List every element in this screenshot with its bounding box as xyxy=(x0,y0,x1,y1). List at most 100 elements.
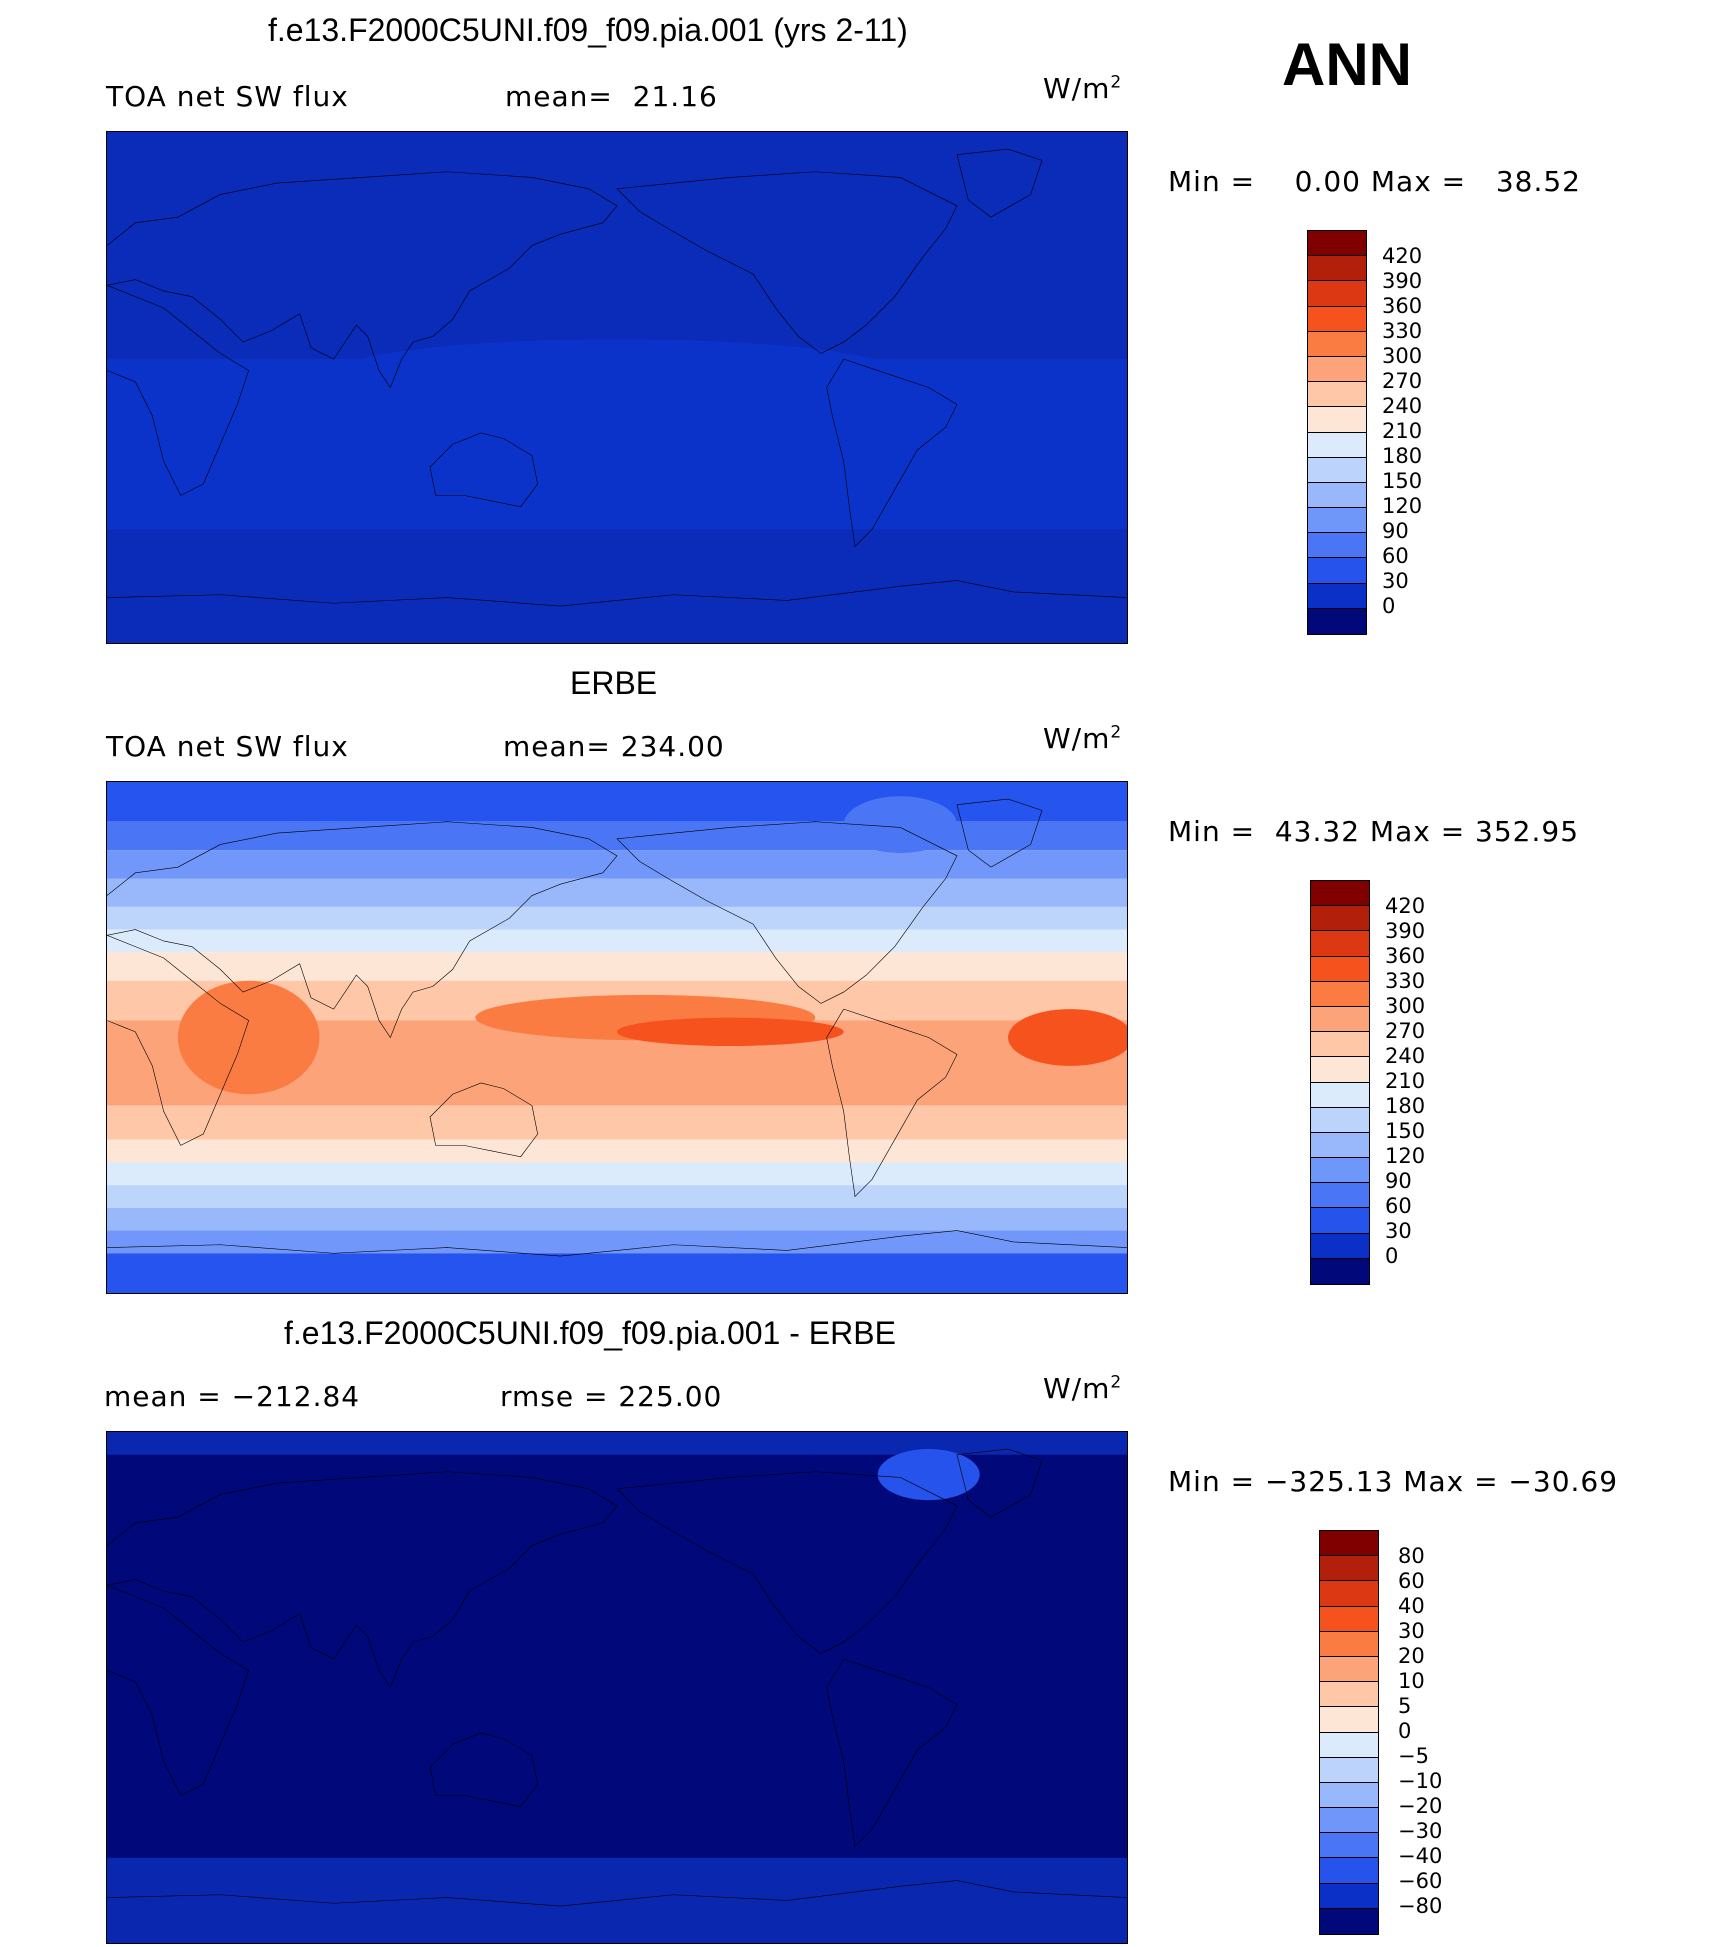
panel2-map-svg xyxy=(107,782,1127,1293)
colorbar-swatch xyxy=(1308,533,1366,559)
colorbar-tick-label: 90 xyxy=(1385,1169,1412,1193)
fill-band xyxy=(107,1230,1127,1254)
colorbar-tick-label: 80 xyxy=(1398,1544,1425,1568)
fill-band xyxy=(107,821,1127,851)
fill-band xyxy=(107,952,1127,981)
colorbar-tick-label: −40 xyxy=(1398,1844,1443,1868)
panel3-map xyxy=(106,1431,1128,1944)
fill-band xyxy=(107,850,1127,879)
colorbar-swatch xyxy=(1320,1732,1378,1758)
coastline-path xyxy=(957,799,1042,867)
colorbar-tick-label: 240 xyxy=(1382,394,1423,418)
colorbar-tick-label: 30 xyxy=(1398,1619,1425,1643)
panel3-units: W/m2 xyxy=(1043,1372,1123,1405)
panel3-rmse-label: rmse = 225.00 xyxy=(500,1380,723,1413)
colorbar-swatch xyxy=(1320,1531,1378,1557)
fill-band xyxy=(107,1162,1127,1186)
fill-band xyxy=(107,929,1127,953)
fill-band xyxy=(107,906,1127,930)
colorbar-swatch xyxy=(1308,231,1366,257)
fill-patch xyxy=(1008,1009,1127,1066)
colorbar-tick-label: 30 xyxy=(1385,1219,1412,1243)
season-label: ANN xyxy=(1282,31,1412,98)
coastline-path xyxy=(617,172,957,354)
colorbar-tick-label: 300 xyxy=(1382,344,1423,368)
coastline-path xyxy=(430,1083,538,1157)
panel1-coastlines xyxy=(107,149,1127,606)
panel2-mean-label: mean= 234.00 xyxy=(503,730,725,763)
panel1-units: W/m2 xyxy=(1043,72,1123,105)
colorbar-tick-label: 390 xyxy=(1382,269,1423,293)
colorbar-tick-label: 5 xyxy=(1398,1694,1412,1718)
panel2-map xyxy=(106,781,1128,1294)
colorbar-tick-label: 90 xyxy=(1382,519,1409,543)
colorbar-tick-label: 180 xyxy=(1385,1094,1426,1118)
panel3-range-label: Min = −325.13 Max = −30.69 xyxy=(1168,1465,1619,1498)
panel1-variable-label: TOA net SW flux xyxy=(106,80,349,113)
colorbar-swatch xyxy=(1308,482,1366,509)
colorbar-swatch xyxy=(1320,1833,1378,1859)
colorbar-tick-label: −80 xyxy=(1398,1894,1443,1918)
colorbar-tick-label: 40 xyxy=(1398,1594,1425,1618)
coastline-path xyxy=(107,1881,1127,1907)
colorbar-swatch xyxy=(1308,331,1366,357)
colorbar-swatch xyxy=(1311,1258,1369,1284)
colorbar-swatch xyxy=(1320,1631,1378,1657)
coastline-path xyxy=(617,822,957,1004)
panel2-variable-label: TOA net SW flux xyxy=(106,730,349,763)
colorbar-tick-label: 0 xyxy=(1385,1244,1399,1268)
panel1-mean-label: mean= 21.16 xyxy=(505,80,718,113)
colorbar-swatch xyxy=(1308,583,1366,609)
colorbar-swatch xyxy=(1311,981,1369,1007)
panel2-coastlines xyxy=(107,799,1127,1256)
panel1-colorbar xyxy=(1307,230,1367,635)
fill-band xyxy=(107,1432,1127,1455)
colorbar-tick-label: −10 xyxy=(1398,1769,1443,1793)
fill-band xyxy=(107,1185,1127,1208)
colorbar-tick-label: 150 xyxy=(1385,1119,1426,1143)
colorbar-tick-label: 60 xyxy=(1382,544,1409,568)
colorbar-swatch xyxy=(1320,1908,1378,1934)
coastline-path xyxy=(957,149,1042,217)
colorbar-swatch xyxy=(1311,931,1369,957)
panel1-title: f.e13.F2000C5UNI.f09_f09.pia.001 (yrs 2-… xyxy=(268,12,908,48)
coastline-path xyxy=(107,1231,1127,1257)
fill-band xyxy=(107,1207,1127,1231)
colorbar-tick-label: −5 xyxy=(1398,1744,1429,1768)
colorbar-swatch xyxy=(1308,558,1366,584)
panel3-fill xyxy=(107,1432,1127,1943)
colorbar-swatch xyxy=(1311,881,1369,907)
panel1-colorbar-ticks: 420 390 360 330 300 270 240 210 180 150 120 90 60 30 0 xyxy=(1382,244,1422,619)
fill-patch xyxy=(177,980,320,1095)
colorbar-tick-label: 60 xyxy=(1398,1569,1425,1593)
fill-patch xyxy=(843,796,957,853)
colorbar-swatch xyxy=(1320,1606,1378,1632)
fill-band xyxy=(107,529,1127,643)
fill-band xyxy=(107,1253,1127,1293)
colorbar-swatch xyxy=(1308,457,1366,483)
fill-patch xyxy=(617,1017,844,1047)
colorbar-swatch xyxy=(1311,1183,1369,1209)
colorbar-swatch xyxy=(1308,508,1366,534)
coastline-path xyxy=(827,1659,957,1846)
coastline-path xyxy=(430,1733,538,1807)
colorbar-swatch xyxy=(1311,1233,1369,1259)
coastline-path xyxy=(107,581,1127,607)
colorbar-swatch xyxy=(1311,906,1369,932)
colorbar-swatch xyxy=(1311,956,1369,982)
coastline-path xyxy=(827,359,957,546)
colorbar-swatch xyxy=(1320,1883,1378,1909)
coastline-path xyxy=(107,1472,617,1688)
colorbar-swatch xyxy=(1320,1808,1378,1834)
colorbar-swatch xyxy=(1308,608,1366,634)
colorbar-swatch xyxy=(1308,281,1366,307)
colorbar-tick-label: 330 xyxy=(1385,969,1426,993)
colorbar-swatch xyxy=(1311,1208,1369,1234)
panel3-map-svg xyxy=(107,1432,1127,1943)
colorbar-tick-label: 120 xyxy=(1382,494,1423,518)
coastline-path xyxy=(957,1449,1042,1517)
colorbar-tick-label: 240 xyxy=(1385,1044,1426,1068)
panel1-range-label: Min = 0.00 Max = 38.52 xyxy=(1168,165,1581,198)
colorbar-tick-label: 330 xyxy=(1382,319,1423,343)
colorbar-tick-label: 270 xyxy=(1382,369,1423,393)
